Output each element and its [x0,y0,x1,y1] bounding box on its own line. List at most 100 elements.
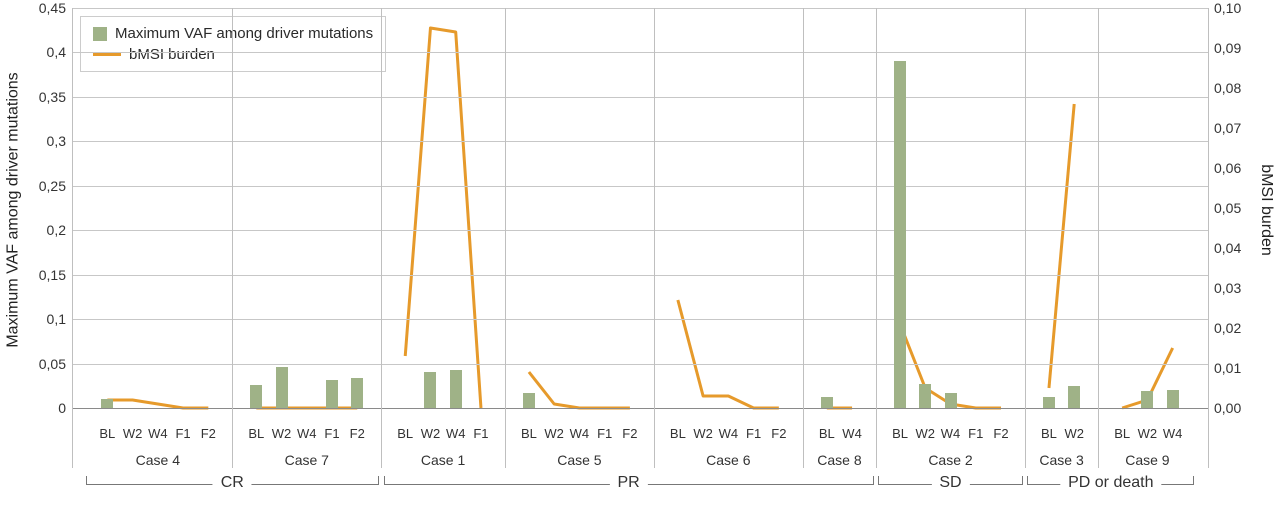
ytick-right: 0,05 [1214,200,1241,216]
data-bar [351,378,363,408]
x-category-label: BL [1041,426,1057,441]
ytick-right: 0,08 [1214,80,1241,96]
x-category-label: W4 [446,426,466,441]
ytick-right: 0,10 [1214,0,1241,16]
x-category-label: F2 [350,426,365,441]
case-label: Case 8 [817,452,861,468]
data-bar [945,393,957,408]
x-category-label: BL [819,426,835,441]
x-category-label: F1 [175,426,190,441]
gridline [72,275,1208,276]
gridline [72,52,1208,53]
data-bar [450,370,462,408]
x-category-label: F1 [968,426,983,441]
group-label: SD [931,474,969,492]
ytick-left: 0,3 [47,133,66,149]
case-label: Case 5 [557,452,601,468]
group-label: CR [213,474,252,492]
plot-border [72,8,73,468]
case-separator [505,8,506,468]
ytick-left: 0,05 [39,356,66,372]
data-line [107,400,208,408]
data-bar [1043,397,1055,408]
x-category-label: F1 [746,426,761,441]
gridline [72,408,1208,409]
x-category-label: F2 [622,426,637,441]
case-separator [232,8,233,468]
x-category-label: W2 [421,426,441,441]
ytick-left: 0,15 [39,267,66,283]
ytick-right: 0,02 [1214,320,1241,336]
case-label: Case 6 [706,452,750,468]
ytick-left: 0,1 [47,311,66,327]
data-line [678,300,779,408]
x-category-label: W2 [1064,426,1084,441]
gridline [72,364,1208,365]
x-category-label: W4 [941,426,961,441]
x-category-label: BL [521,426,537,441]
x-category-label: W2 [1138,426,1158,441]
y-axis-left-label: Maximum VAF among driver mutations [0,0,28,420]
gridline [72,141,1208,142]
x-category-label: F1 [324,426,339,441]
x-category-label: F1 [473,426,488,441]
x-category-label: W4 [1163,426,1183,441]
gridline [72,319,1208,320]
case-separator [876,8,877,468]
x-category-label: BL [670,426,686,441]
data-bar [919,384,931,408]
data-bar [1167,390,1179,408]
case-separator [381,8,382,468]
gridline [72,97,1208,98]
x-category-label: W2 [693,426,713,441]
case-separator [1098,8,1099,468]
data-bar [821,397,833,408]
data-bar [424,372,436,408]
data-bar [1068,386,1080,408]
chart-container: Maximum VAF among driver mutations bMSI … [0,0,1280,514]
ytick-left: 0,2 [47,222,66,238]
x-category-label: BL [1114,426,1130,441]
plot-border [1208,8,1209,468]
ytick-left: 0 [58,400,66,416]
group-label: PD or death [1060,474,1161,492]
y-axis-right-label: bMSI burden [1252,0,1280,420]
data-bar [894,61,906,408]
ytick-right: 0,09 [1214,40,1241,56]
ytick-left: 0,4 [47,44,66,60]
gridline [72,186,1208,187]
data-bar [523,393,535,408]
x-category-label: F2 [771,426,786,441]
data-line [1049,104,1074,388]
y-axis-left-label-text: Maximum VAF among driver mutations [5,72,23,347]
data-bar [250,385,262,408]
case-separator [1025,8,1026,468]
data-line [405,28,481,408]
x-category-label: W4 [719,426,739,441]
plot-area: Maximum VAF among driver mutations bMSI … [72,8,1208,408]
ytick-right: 0,01 [1214,360,1241,376]
group-label: PR [610,474,648,492]
x-category-label: W4 [842,426,862,441]
x-category-label: BL [892,426,908,441]
data-bar [101,399,113,408]
x-category-label: W2 [916,426,936,441]
gridline [72,230,1208,231]
ytick-left: 0,25 [39,178,66,194]
data-bar [276,367,288,408]
case-separator [654,8,655,468]
ytick-left: 0,35 [39,89,66,105]
line-series-layer [72,8,1208,408]
case-label: Case 2 [928,452,972,468]
data-bar [1141,391,1153,408]
data-bar [326,380,338,408]
case-label: Case 3 [1039,452,1083,468]
data-line [529,372,630,408]
x-category-label: W4 [148,426,168,441]
x-category-label: W2 [544,426,564,441]
y-axis-right-label-text: bMSI burden [1257,164,1275,256]
x-category-label: W2 [123,426,143,441]
case-label: Case 1 [421,452,465,468]
ytick-right: 0,03 [1214,280,1241,296]
x-category-label: F2 [993,426,1008,441]
